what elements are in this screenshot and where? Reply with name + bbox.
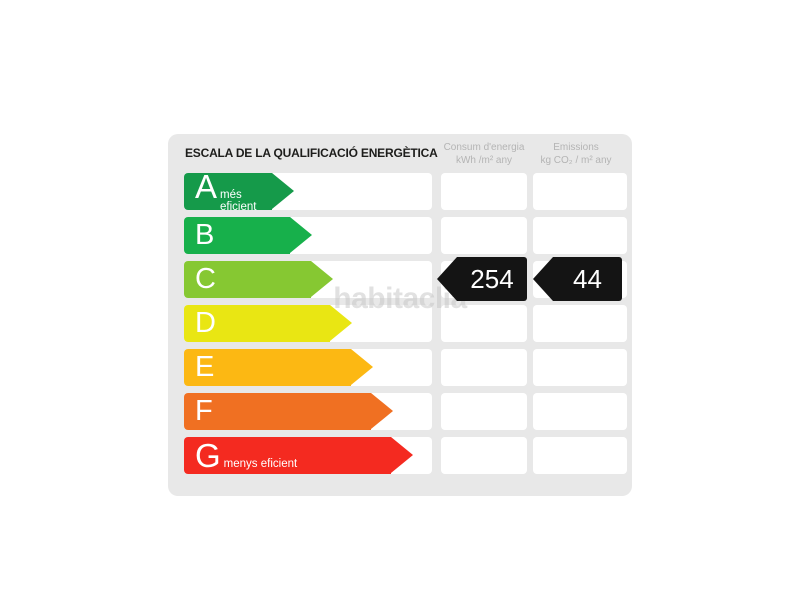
rating-bar-tip <box>272 173 294 209</box>
emissions-cell <box>533 437 627 474</box>
emissions-cell <box>533 173 627 210</box>
consum-cell <box>441 305 527 342</box>
page-title: ESCALA DE LA QUALIFICACIÓ ENERGÈTICA <box>185 146 438 160</box>
rating-row-g: G menys eficient <box>184 437 627 474</box>
consum-cell <box>441 217 527 254</box>
consum-cell <box>441 173 527 210</box>
rating-row-a: A més eficient <box>184 170 627 213</box>
consum-cell <box>441 393 527 430</box>
rating-bar-c: C <box>184 261 333 298</box>
rating-letter: A <box>195 168 218 205</box>
column-header-consum-line2: kWh /m² any <box>455 155 513 166</box>
rating-row-f: F <box>184 393 627 430</box>
value-arrow-tip-icon <box>533 257 553 301</box>
rating-bar-body: B <box>184 217 290 254</box>
rating-bar-tip <box>290 217 312 253</box>
rating-bar-f: F <box>184 393 393 430</box>
emissions-value: 44 <box>553 257 622 301</box>
rating-row-b: B <box>184 217 627 254</box>
rating-letter: G <box>195 437 221 474</box>
rating-bar-label: A més eficient <box>195 170 272 213</box>
rating-bar-body: E <box>184 349 351 386</box>
rating-bar-label: D <box>195 309 219 338</box>
rating-bar-body: D <box>184 305 330 342</box>
consum-value: 254 <box>457 257 527 301</box>
emissions-cell <box>533 349 627 386</box>
consum-cell <box>441 437 527 474</box>
emissions-cell <box>533 393 627 430</box>
column-header-emissions-line2: kg CO₂ / m² any <box>540 155 612 166</box>
value-arrow-tip-icon <box>437 257 457 301</box>
rating-letter: D <box>195 307 216 339</box>
rating-letter: F <box>195 395 213 427</box>
rating-bar-label: G menys eficient <box>195 439 297 472</box>
rating-rows: A més eficient B <box>184 170 627 474</box>
rating-bar-tip <box>311 261 333 297</box>
rating-bar-label: F <box>195 397 216 426</box>
rating-bar-body: C <box>184 261 311 298</box>
rating-bar-body: F <box>184 393 371 430</box>
rating-note: menys eficient <box>223 458 298 470</box>
emissions-value-arrow: 44 <box>533 257 622 301</box>
rating-letter: E <box>195 351 215 383</box>
column-header-emissions: Emissions kg CO₂ / m² any <box>525 141 627 167</box>
rating-letter: B <box>195 219 215 251</box>
rating-bar-tip <box>371 393 393 429</box>
emissions-cell <box>533 217 627 254</box>
column-header-consum-line1: Consum d'energia <box>443 142 525 153</box>
rating-bar-tip <box>330 305 352 341</box>
rating-row-c: C 254 44 <box>184 257 627 301</box>
column-header-consum: Consum d'energia kWh /m² any <box>425 141 543 167</box>
rating-bar-label: C <box>195 265 219 294</box>
rating-bar-label: E <box>195 353 217 382</box>
rating-bar-g: G menys eficient <box>184 437 413 474</box>
rating-note: més eficient <box>220 189 257 213</box>
consum-value-arrow: 254 <box>437 257 527 301</box>
rating-bar-body: A més eficient <box>184 170 272 213</box>
rating-bar-tip <box>351 349 373 385</box>
consum-cell <box>441 349 527 386</box>
emissions-cell <box>533 305 627 342</box>
rating-row-e: E <box>184 349 627 386</box>
rating-row-d: D <box>184 305 627 342</box>
rating-bar-a: A més eficient <box>184 170 294 213</box>
column-header-emissions-line1: Emissions <box>553 142 599 153</box>
rating-bar-body: G menys eficient <box>184 437 391 474</box>
rating-bar-tip <box>391 437 413 473</box>
rating-letter: C <box>195 263 216 295</box>
rating-bar-label: B <box>195 221 217 250</box>
energy-certificate-card: ESCALA DE LA QUALIFICACIÓ ENERGÈTICA Con… <box>168 134 632 496</box>
rating-bar-e: E <box>184 349 373 386</box>
rating-bar-d: D <box>184 305 352 342</box>
rating-bar-b: B <box>184 217 312 254</box>
